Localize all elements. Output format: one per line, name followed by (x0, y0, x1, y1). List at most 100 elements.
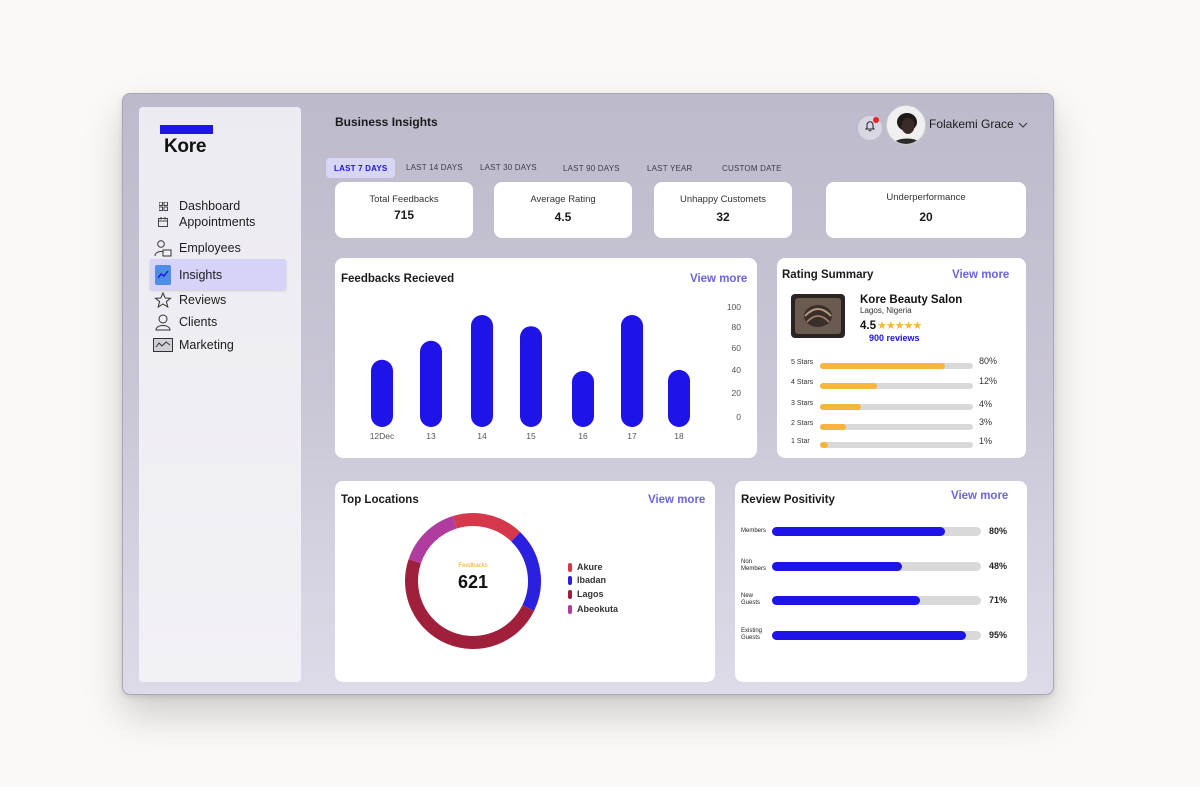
sidebar-item-dashboard[interactable]: Dashboard (153, 195, 287, 217)
stat-card-unhappy-customers: Unhappy Customets 32 (654, 182, 792, 238)
user-name: Folakemi Grace (929, 117, 1014, 131)
card-title: Rating Summary (782, 269, 874, 281)
rating-row-percent: 80% (979, 356, 998, 366)
stat-card-underperformance: Underperformance 20 (826, 182, 1026, 238)
sidebar-item-employees[interactable]: Employees (153, 237, 287, 259)
view-more-link[interactable]: View more (952, 269, 1010, 281)
legend-item: Akure (568, 562, 603, 572)
sidebar-item-appointments[interactable]: Appointments (153, 211, 287, 233)
positivity-row-percent: 71% (989, 595, 1008, 605)
y-tick-label: 100 (727, 302, 741, 312)
rating-row-fill (820, 363, 946, 369)
stat-value: 4.5 (554, 210, 572, 224)
positivity-row-fill (772, 562, 902, 571)
stat-label: Average Rating (530, 194, 596, 205)
card-title: Review Positivity (741, 494, 835, 506)
rating-value: 4.5 (860, 320, 876, 332)
sidebar-item-label: Clients (179, 315, 218, 329)
tab-last-year[interactable]: LAST YEAR (647, 163, 693, 173)
rating-row-label: 1 Star (791, 438, 810, 445)
insights-icon (153, 264, 173, 286)
user-menu[interactable]: Folakemi Grace (929, 117, 1028, 131)
positivity-row-label: Non Members (741, 559, 767, 572)
rating-row-percent: 3% (979, 417, 993, 427)
rating-row-track (820, 363, 973, 369)
donut-segment (511, 532, 541, 611)
rating-row-fill (820, 404, 862, 410)
x-tick-label: 17 (627, 431, 637, 441)
chart-bar (420, 340, 442, 427)
x-tick-label: 12Dec (370, 431, 395, 441)
donut-segment (452, 513, 521, 542)
rating-row-fill (820, 424, 846, 430)
logo-bar (160, 125, 213, 134)
view-more-link[interactable]: View more (951, 490, 1009, 502)
tab-last-90-days[interactable]: LAST 90 DAYS (563, 163, 620, 173)
positivity-row-percent: 95% (989, 630, 1008, 640)
sidebar-item-label: Employees (179, 241, 241, 255)
stat-card-average-rating: Average Rating 4.5 (494, 182, 632, 238)
tab-last-30-days[interactable]: LAST 30 DAYS (480, 162, 537, 172)
bell-icon (864, 119, 876, 137)
sidebar-item-marketing[interactable]: Marketing (153, 334, 287, 356)
legend-item: Lagos (568, 589, 604, 599)
positivity-row-fill (772, 527, 946, 536)
positivity-row-track (772, 527, 981, 536)
y-tick-label: 80 (732, 322, 742, 332)
stat-value: 32 (716, 210, 730, 224)
salon-photo (791, 294, 845, 338)
legend-swatch (568, 575, 572, 585)
tab-last-14-days[interactable]: LAST 14 DAYS (406, 162, 463, 172)
legend-item: Ibadan (568, 575, 606, 585)
legend-swatch (568, 589, 572, 599)
chart-bar (668, 369, 690, 427)
rating-summary-card: Rating Summary View more Kore Beauty Sal… (777, 258, 1026, 458)
sidebar-item-clients[interactable]: Clients (153, 311, 287, 333)
chart-bar (371, 359, 393, 427)
positivity-row-label: New Guests (741, 593, 761, 606)
rating-row-label: 2 Stars (791, 420, 814, 427)
positivity-row-track (772, 596, 981, 605)
y-tick-label: 20 (732, 388, 742, 398)
sidebar-item-label: Reviews (179, 293, 227, 307)
chart-bar (520, 326, 542, 427)
x-tick-label: 16 (578, 431, 588, 441)
logo: Kore (164, 136, 207, 157)
reviews-count-link[interactable]: 900 reviews (869, 333, 920, 343)
calendar-icon (153, 217, 173, 227)
tab-custom-date[interactable]: CUSTOM DATE (722, 163, 782, 173)
sidebar-item-label: Marketing (179, 338, 234, 352)
view-more-link[interactable]: View more (690, 273, 748, 285)
donut-center-value: 621 (457, 572, 489, 592)
stat-label: Underperformance (886, 192, 966, 203)
chart-bar (572, 371, 594, 427)
y-tick-label: 40 (732, 365, 742, 375)
rating-row-label: 3 Stars (791, 400, 814, 407)
positivity-row-fill (772, 596, 921, 605)
avatar[interactable] (886, 105, 926, 145)
view-more-link[interactable]: View more (648, 494, 706, 506)
tab-last-7-days[interactable]: LAST 7 DAYS (326, 158, 396, 178)
donut-center-label: Feedbacks (458, 563, 488, 569)
rating-row-label: 5 Stars (791, 359, 814, 366)
positivity-row-fill (772, 631, 967, 640)
stat-value: 715 (393, 208, 415, 222)
bar-chart: 12Dec 13 14 15 16 17 18 100 80 60 40 20 0 (370, 302, 742, 441)
card-title: Top Locations (341, 494, 419, 506)
sidebar-item-label: Insights (179, 267, 223, 282)
rating-row-fill (820, 442, 828, 448)
x-tick-label: 18 (674, 431, 684, 441)
notification-dot (873, 117, 879, 123)
notification-button[interactable] (858, 116, 882, 140)
rating-row-percent: 12% (979, 376, 998, 386)
x-tick-label: 15 (526, 431, 536, 441)
sidebar: Kore Dashboard Appointments Employees In… (139, 107, 301, 682)
legend-label: Lagos (577, 589, 604, 599)
stat-label: Unhappy Customets (679, 194, 767, 205)
positivity-row-track (772, 631, 981, 640)
rating-stars: ★★★★★ (877, 320, 922, 332)
sidebar-item-label: Dashboard (179, 199, 241, 213)
rating-row-track (820, 442, 973, 448)
sidebar-item-insights[interactable]: Insights (150, 259, 286, 290)
sidebar-item-reviews[interactable]: Reviews (153, 289, 287, 311)
